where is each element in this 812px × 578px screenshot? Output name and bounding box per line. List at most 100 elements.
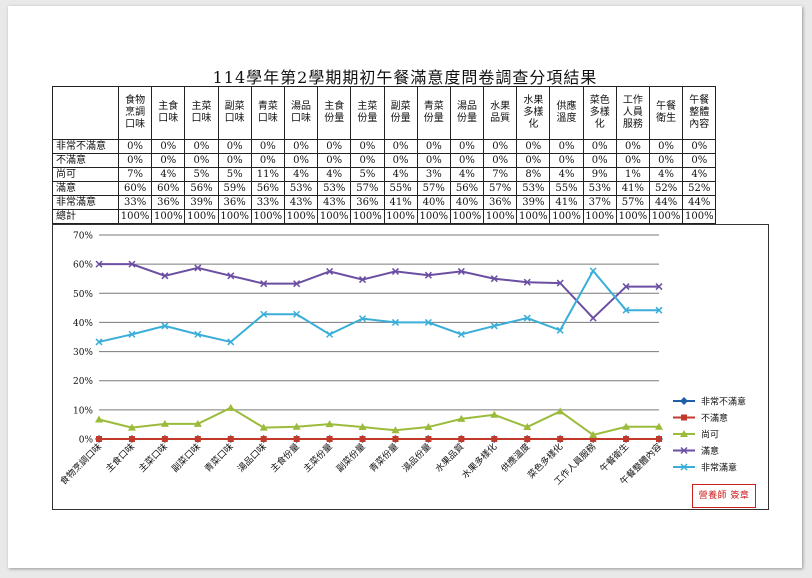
table-cell: 40% [449,195,485,210]
table-body: 非常不滿意 0% 0% 0% 0% 0% 0% 0% 0% 0% 0% 0% 0% 0% 0% 0% 0% 0% 0… [52,139,717,224]
y-tick-label: 20% [73,377,93,387]
data-point [589,314,597,322]
data-point [556,326,564,334]
table-cell: 56% [184,181,219,196]
data-point [523,278,531,286]
table-cell: 100% [283,209,319,224]
table-cell: 53% [283,181,319,196]
table-cell: 3% [416,167,451,182]
table-cell: 100% [549,209,584,224]
y-tick-label: 0% [79,436,94,446]
x-tick-label: 水果多樣化 [459,441,499,481]
table-cell: 5% [184,167,219,182]
table-cell: 7% [483,167,518,182]
table-cell: 0% [483,153,518,168]
data-point [589,430,598,438]
table-cell: 0% [615,139,651,154]
column-header: 午餐整體內容 [682,86,717,140]
x-tick-label: 副菜份量 [334,441,368,475]
table-cell: 0% [483,139,518,154]
data-point [623,436,630,442]
column-header-label: 午餐衛生 [656,101,677,124]
table-cell: 0% [151,139,186,154]
table-cell: 36% [483,195,518,210]
data-point [128,330,136,338]
table-cell: 100% [383,209,418,224]
table-header-row: 食物烹調口味 主食口味 主菜口味 副菜口味 青菜口味 湯品口味 主食份量 主菜份量 副菜份量 青菜… [52,86,717,140]
column-header: 主菜份量 [350,86,385,140]
data-point [194,264,202,272]
column-header-label: 水果品質 [490,101,511,124]
data-point [680,397,688,405]
x-tick-label: 午餐衛生 [597,441,631,475]
data-point [95,415,103,423]
column-header-label: 主菜份量 [357,101,378,124]
column-header: 水果品質 [483,86,518,140]
table-cell: 0% [682,153,717,168]
table-cell: 0% [250,139,285,154]
data-point [457,330,465,338]
legend-label: 非常不滿意 [701,396,746,408]
table-cell: 100% [350,209,385,224]
row-label: 尚可 [52,167,119,182]
table-cell: 100% [615,209,651,224]
table-cell: 4% [283,167,319,182]
table-cell: 0% [317,153,352,168]
data-point [161,322,169,330]
table-cell: 56% [449,181,485,196]
data-point [325,420,334,428]
table-cell: 100% [516,209,551,224]
table-cell: 53% [317,181,352,196]
data-point [490,410,499,418]
table-row: 尚可 7% 4% 5% 5% 11% 4% 4% 5% 4% 3% 4% 7% 8% 4% 9% 1% 4% 4% [52,167,717,182]
legend-label: 不滿意 [701,412,728,424]
table-cell: 0% [151,153,186,168]
series-line [98,406,659,437]
table-cell: 4% [449,167,485,182]
column-header-label: 食物烹調口味 [125,95,146,130]
data-point [681,414,687,421]
column-header-label: 工作人員服務 [622,95,643,130]
data-point [457,267,465,275]
data-point [326,330,334,338]
table-cell: 0% [250,153,285,168]
column-header-label: 菜色多樣化 [589,95,610,130]
data-point [391,267,400,275]
table-cell: 40% [416,195,451,210]
data-point [358,276,367,284]
table-cell: 0% [117,139,153,154]
row-label: 總計 [52,209,119,224]
data-point [260,436,267,442]
table-cell: 53% [582,181,617,196]
column-header: 主食口味 [151,86,186,140]
data-point [292,422,301,430]
table-cell: 39% [184,195,219,210]
table-cell: 60% [117,181,153,196]
table-cell: 0% [383,139,418,154]
column-header-label: 主食份量 [324,101,345,124]
table-row: 滿意 60% 60% 56% 59% 56% 53% 53% 57% 55% 57% 56% 57% 53… [52,181,717,196]
table-cell: 5% [350,167,385,182]
table-cell: 57% [416,181,451,196]
column-header: 供應溫度 [549,86,584,140]
column-header: 副菜口味 [217,86,252,140]
data-point [226,403,235,411]
results-table: 食物烹調口味 主食口味 主菜口味 副菜口味 青菜口味 湯品口味 主食份量 主菜份量 副菜份量 青菜… [52,86,717,224]
data-point [457,414,466,422]
page-title: 114學年第2學期期初午餐滿意度問卷調查分項結果 [212,68,598,87]
data-point [590,436,597,442]
x-tick-label: 水果品質 [433,441,467,475]
table-cell: 0% [117,153,153,168]
series-line [98,269,659,344]
table-cell: 57% [350,181,385,196]
column-header-label: 青菜口味 [257,101,278,124]
data-point [656,436,662,442]
table-cell: 100% [449,209,485,224]
data-point [194,330,202,338]
table-cell: 4% [317,167,352,182]
table-cell: 0% [449,139,485,154]
document-page: 114學年第2學期期初午餐滿意度問卷調查分項結果 食物烹調口味 主食口味 主菜口味副… [8,6,802,568]
column-header-label: 副菜份量 [390,101,411,124]
table-cell: 0% [383,153,418,168]
data-point [589,267,597,275]
